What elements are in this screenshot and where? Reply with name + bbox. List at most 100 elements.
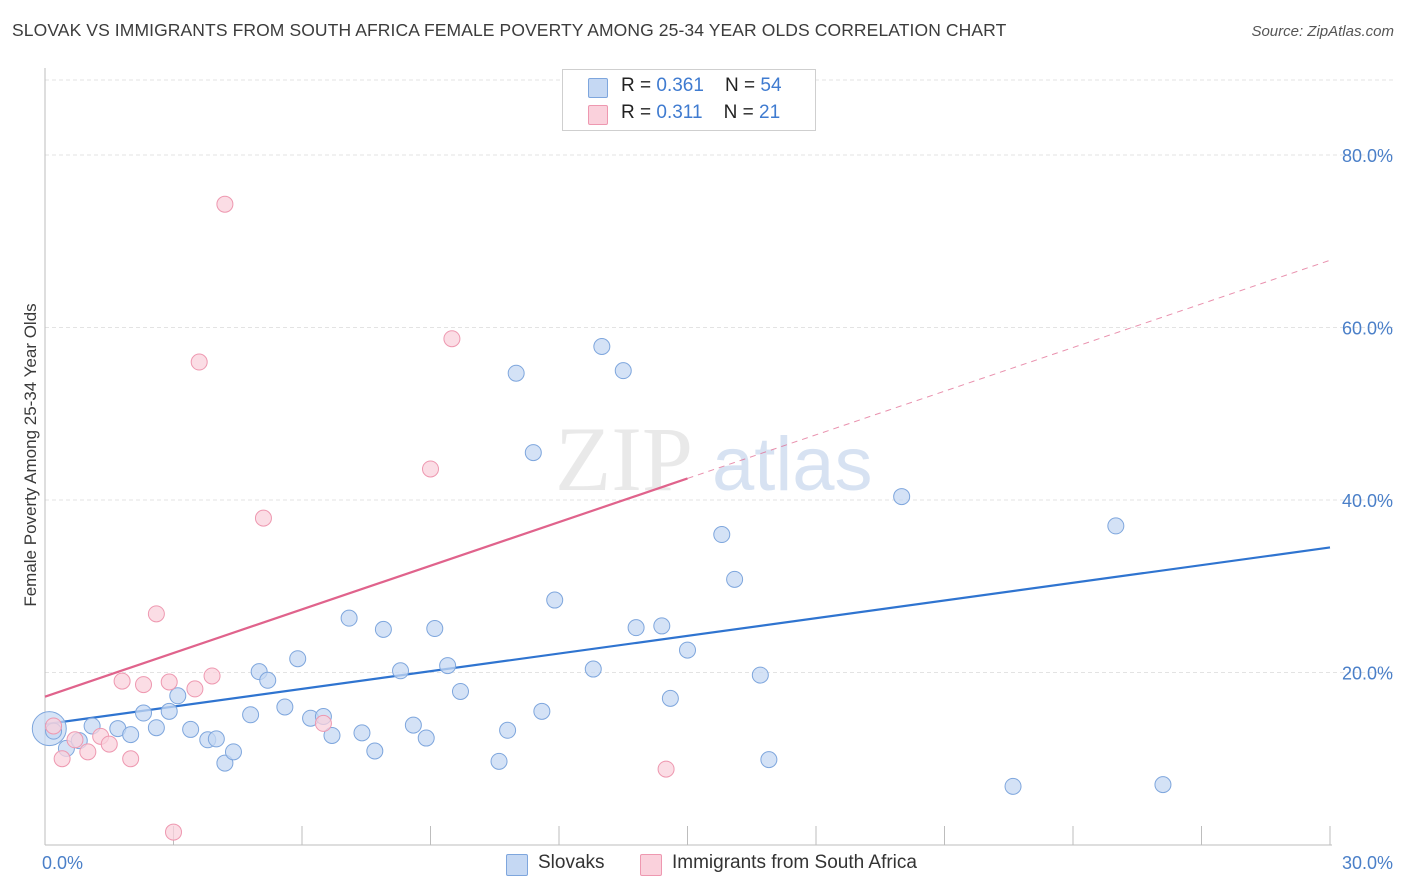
legend-label: Immigrants from South Africa (672, 852, 917, 873)
south-africa-point (165, 823, 182, 841)
n-label: N = (723, 102, 760, 123)
r-value: 0.311 (656, 102, 703, 123)
slovaks-point (584, 660, 602, 678)
south-africa-point (203, 667, 221, 685)
south-africa-point (657, 760, 675, 778)
axes (44, 68, 1332, 846)
slovaks-point (323, 726, 341, 744)
slovaks-point (593, 337, 611, 355)
slovaks-point (207, 730, 225, 748)
slovaks-point (374, 620, 392, 638)
south-africa-point (53, 750, 71, 768)
south-africa-swatch (588, 105, 608, 125)
south-africa-point (100, 735, 118, 753)
slovaks-point (751, 666, 769, 684)
slovaks-swatch (588, 78, 608, 98)
slovaks-point (614, 362, 632, 380)
slovaks-point (417, 729, 435, 747)
slovaks-point (224, 743, 242, 761)
x-tick-label: 0.0% (42, 853, 83, 873)
data-points (31, 195, 1172, 841)
south-africa-point (160, 673, 178, 691)
tick-labels: 20.0% 40.0% 60.0% 80.0% 0.0% 30.0% (42, 146, 1393, 873)
watermark-atlas: atlas (712, 422, 873, 507)
south-africa-point (147, 605, 165, 623)
slovaks-point (679, 641, 696, 659)
slovaks-point (147, 719, 165, 737)
slovaks-point (1107, 517, 1125, 535)
slovaks-point (216, 754, 234, 772)
y-axis-label: Female Poverty Among 25-34 Year Olds (21, 303, 40, 606)
grid-lines (45, 79, 1395, 674)
south-africa-point (314, 714, 332, 732)
slovaks-point (726, 570, 744, 588)
slovaks-point (760, 751, 778, 769)
slovaks-point (653, 617, 671, 635)
y-tick-label: 80.0% (1342, 146, 1393, 166)
south-africa-point (254, 509, 272, 527)
y-tick-label: 20.0% (1342, 664, 1393, 684)
y-tick-label: 40.0% (1342, 491, 1393, 511)
watermark-zip: ZIP (555, 408, 693, 510)
slovaks-point (259, 671, 277, 689)
slovaks-point (1004, 777, 1022, 795)
south-africa-point (66, 731, 84, 749)
slovaks-point (122, 726, 140, 744)
slovaks-point (713, 526, 731, 544)
slovaks-point (439, 657, 457, 675)
slovaks-point (546, 591, 564, 609)
slovaks-point (340, 609, 358, 627)
slovaks-point (426, 620, 444, 638)
south-africa-trend-line (44, 477, 688, 698)
slovaks-trend-line (44, 546, 1331, 726)
chart-title: SLOVAK VS IMMIGRANTS FROM SOUTH AFRICA F… (12, 20, 1007, 40)
n-label: N = (725, 75, 761, 96)
slovaks-point (392, 662, 410, 680)
x-tick-label: 30.0% (1342, 853, 1393, 873)
slovaks-point (366, 742, 384, 760)
slovaks-point (353, 724, 371, 742)
south-africa-point (216, 195, 234, 213)
slovaks-point (451, 682, 469, 700)
slovaks-point (135, 704, 153, 722)
r-value: 0.361 (656, 75, 704, 96)
south-africa-point (113, 672, 131, 690)
slovaks-point (160, 702, 178, 720)
slovaks-point (507, 364, 525, 382)
slovaks-point (627, 619, 645, 637)
south-africa-point (79, 743, 97, 761)
south-africa-point (135, 676, 153, 694)
south-africa-point (443, 330, 461, 348)
south-africa-point (45, 717, 63, 735)
r-label: R = (621, 75, 657, 96)
south-africa-point (122, 750, 140, 768)
slovaks-point (169, 687, 187, 705)
slovaks-point (276, 698, 294, 716)
slovaks-point (490, 752, 508, 770)
watermark: ZIP atlas (555, 408, 873, 510)
correlation-legend: R = 0.361 N = 54 R = 0.311 N = 21 (562, 69, 816, 131)
slovaks-point (893, 488, 911, 506)
south-africa-point (422, 460, 439, 478)
slovaks-point (524, 444, 542, 462)
r-label: R = (621, 102, 657, 123)
south-africa-trend-extension (687, 259, 1331, 479)
y-tick-label: 60.0% (1342, 319, 1393, 339)
n-value: 21 (759, 102, 781, 123)
legend-row-south-africa: R = 0.311 N = 21 (588, 102, 780, 126)
south-africa-point (186, 680, 204, 698)
legend-row-slovaks: R = 0.361 N = 54 (588, 75, 782, 99)
south-africa-swatch (640, 854, 662, 876)
slovaks-point (1154, 776, 1172, 794)
slovaks-swatch (506, 854, 528, 876)
slovaks-point (182, 720, 200, 738)
slovaks-point (289, 650, 307, 668)
source-label: Source: ZipAtlas.com (1251, 23, 1394, 40)
slovaks-point (533, 702, 551, 720)
slovaks-point (404, 716, 422, 734)
trend-lines (44, 259, 1331, 726)
slovaks-point (242, 706, 260, 724)
slovaks-point (499, 721, 517, 739)
legend-label: Slovaks (538, 852, 605, 873)
